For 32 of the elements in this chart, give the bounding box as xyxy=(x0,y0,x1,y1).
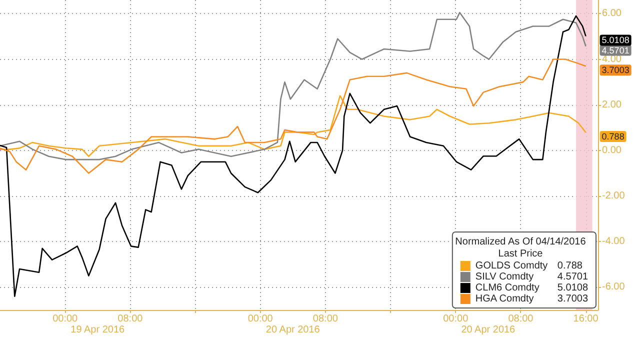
y-tick-label: -6.00 xyxy=(602,282,626,293)
data-label: 5.0108 xyxy=(602,35,630,46)
x-tick-label: 16:00 xyxy=(573,314,599,324)
legend-label: SILV Comdty xyxy=(475,272,534,282)
x-tick-label: 00:00 xyxy=(443,314,469,324)
legend-label: HGA Comdty xyxy=(475,294,534,304)
x-tick-label: 08:00 xyxy=(118,314,144,324)
x-tick-label: 00:00 xyxy=(52,314,78,324)
line-series xyxy=(0,12,586,160)
x-tick-label: 00:00 xyxy=(248,314,274,324)
text: 5.0108 xyxy=(557,282,588,294)
y-tick-label: 2.00 xyxy=(602,99,622,110)
data-label: 3.7003 xyxy=(602,65,630,76)
y-tick-label: 0.00 xyxy=(602,144,622,156)
text: 4.5701 xyxy=(557,272,588,282)
x-tick-label: 08:00 xyxy=(312,314,338,324)
text: 19 Apr 2016 xyxy=(70,324,126,336)
text: 3.7003 xyxy=(557,294,588,304)
legend-label: GOLDS Comdty xyxy=(475,260,548,272)
y-tick-label: -4.00 xyxy=(602,236,626,248)
text: 20 Apr 2016 xyxy=(461,324,516,336)
legend-title: Normalized As Of 04/14/2016 Last Price xyxy=(455,236,586,260)
line-series xyxy=(0,58,586,174)
y-tick-label: -2.00 xyxy=(602,190,626,202)
data-label: 4.5701 xyxy=(602,45,630,56)
y-tick-label: 6.00 xyxy=(602,8,622,20)
line-series xyxy=(0,95,586,158)
text: 0.788 xyxy=(557,260,582,272)
data-label: 0.788 xyxy=(602,131,624,142)
x-tick-label: 08:00 xyxy=(508,314,534,324)
text: 20 Apr 2016 xyxy=(266,324,320,336)
legend-label: CLM6 Comdty xyxy=(475,282,540,294)
